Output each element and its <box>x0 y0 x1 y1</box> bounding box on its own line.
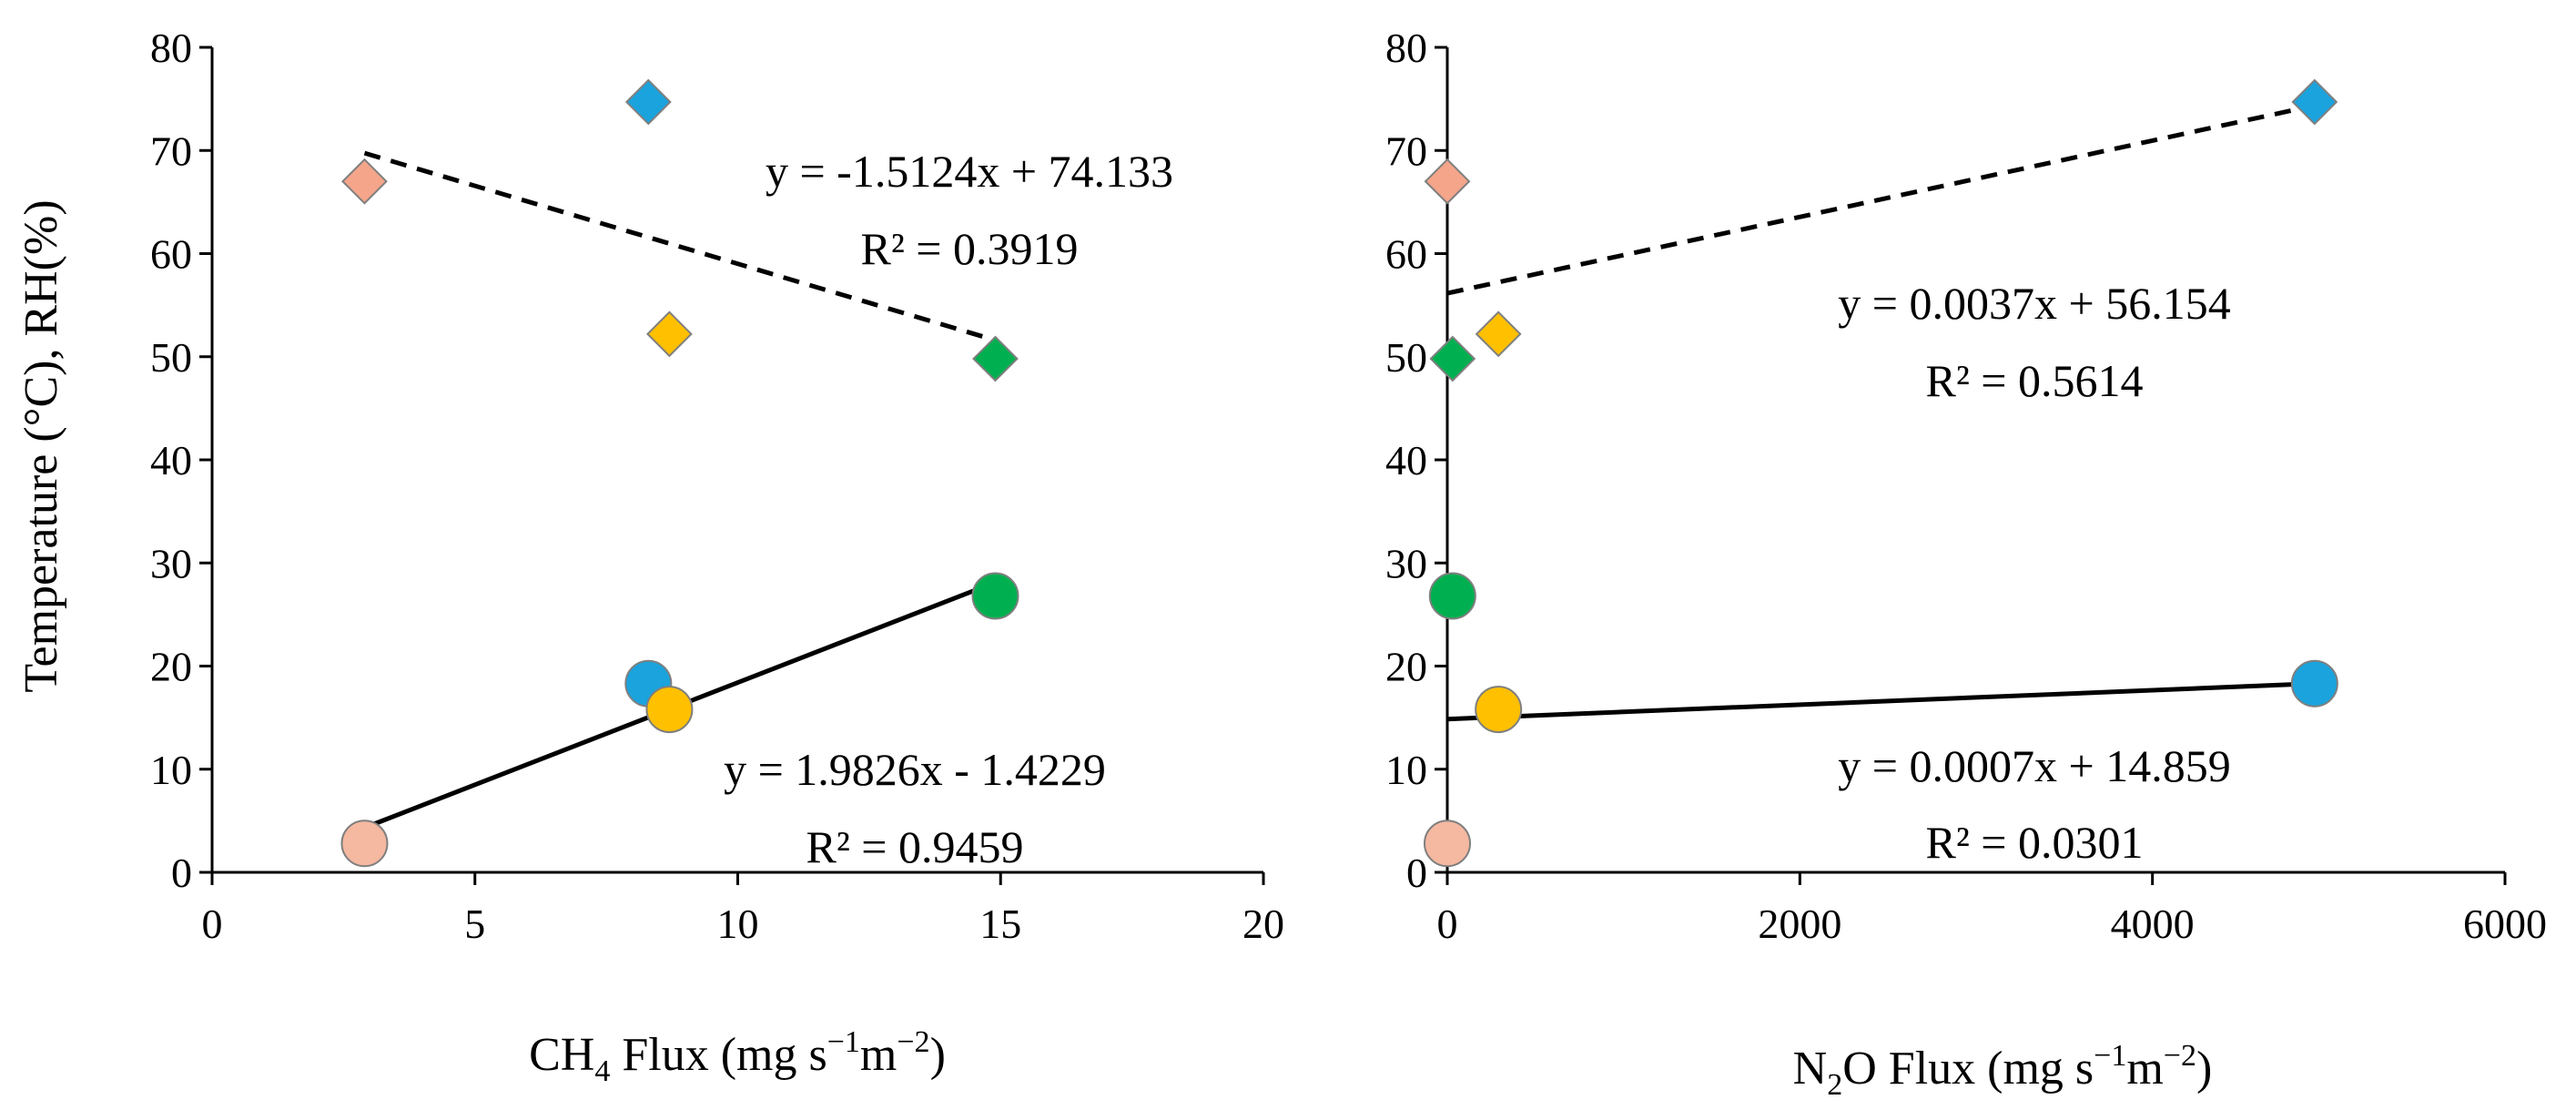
r2-label-ch4-rh: R² = 0.3919 <box>860 223 1078 274</box>
y-tick-label-n2o-40: 40 <box>1385 437 1427 484</box>
y-tick-label-n2o-0: 0 <box>1406 850 1427 896</box>
data-point-n2o-temperature-3 <box>1428 572 1476 620</box>
y-tick-label-ch4-60: 60 <box>150 231 192 278</box>
x-axis-title-ch4: CH4 Flux (mg s−1m−2) <box>529 1025 946 1088</box>
y-tick-label-ch4-50: 50 <box>150 334 192 381</box>
data-point-ch4-rh-3 <box>972 335 1019 382</box>
x-axis-title-ch4-sup1: −1 <box>827 1025 860 1059</box>
chart-panel-ch4: 0 10 20 30 40 50 60 70 80 0 5 10 15 20 y = -1.5124x + … <box>150 25 1284 947</box>
x-axis-title-n2o-part-a: N <box>1793 1043 1828 1095</box>
y-tick-label-n2o-80: 80 <box>1385 25 1427 71</box>
x-tick-label-ch4-0: 0 <box>202 901 223 947</box>
r2-label-ch4-temperature: R² = 0.9459 <box>806 821 1023 872</box>
y-tick-label-ch4-20: 20 <box>150 644 192 690</box>
x-tick-label-ch4-10: 10 <box>717 901 759 947</box>
x-tick-label-ch4-5: 5 <box>464 901 485 947</box>
data-point-ch4-rh-0 <box>341 158 388 205</box>
r2-label-n2o-rh: R² = 0.5614 <box>1925 355 2143 406</box>
data-point-ch4-temperature-3 <box>971 572 1019 620</box>
y-tick-label-n2o-60: 60 <box>1385 231 1427 278</box>
x-tick-label-n2o-6000: 6000 <box>2463 901 2547 947</box>
data-point-ch4-rh-2 <box>646 311 693 358</box>
data-point-n2o-temperature-1 <box>2290 659 2338 708</box>
y-tick-label-n2o-70: 70 <box>1385 127 1427 174</box>
data-point-ch4-temperature-0 <box>340 820 389 868</box>
y-tick-label-n2o-20: 20 <box>1385 644 1427 690</box>
y-axis-title: Temperature (°C), RH(%) <box>15 199 67 692</box>
trendline-n2o-temperature <box>1446 681 2315 722</box>
equation-label-ch4-rh: y = -1.5124x + 74.133 <box>766 146 1173 197</box>
x-axis-title-n2o-part-d: ) <box>2196 1043 2212 1095</box>
y-tick-label-ch4-70: 70 <box>150 127 192 174</box>
y-tick-label-n2o-10: 10 <box>1385 747 1427 793</box>
y-tick-label-ch4-30: 30 <box>150 540 192 586</box>
y-tick-label-n2o-50: 50 <box>1385 334 1427 381</box>
trendline-n2o-rh <box>1446 103 2316 296</box>
x-axis-title-n2o-sub: 2 <box>1827 1068 1842 1102</box>
x-axis-title-n2o-part-b: O Flux (mg s <box>1842 1043 2094 1095</box>
data-point-n2o-rh-2 <box>1475 311 1522 358</box>
x-axis-title-n2o-sup1: −1 <box>2094 1039 2126 1073</box>
x-axis-title-ch4-part-a: CH <box>529 1029 594 1081</box>
equation-label-n2o-rh: y = 0.0037x + 56.154 <box>1838 278 2230 329</box>
x-axis-title-ch4-sup2: −2 <box>897 1025 929 1059</box>
equation-label-ch4-temperature: y = 1.9826x - 1.4229 <box>724 744 1106 795</box>
equation-label-n2o-temperature: y = 0.0007x + 14.859 <box>1838 740 2230 791</box>
data-point-ch4-temperature-2 <box>645 686 694 734</box>
r2-label-n2o-temperature: R² = 0.0301 <box>1925 817 2143 868</box>
chart-panel-n2o: 0 10 20 30 40 50 60 70 80 0 2000 4000 6000 y = 0.0037… <box>1385 25 2547 947</box>
data-point-n2o-rh-0 <box>1424 158 1471 205</box>
x-axis-title-n2o: N2O Flux (mg s−1m−2) <box>1793 1039 2213 1102</box>
data-point-ch4-rh-1 <box>624 78 672 126</box>
x-axis-title-ch4-part-c: m <box>860 1029 897 1081</box>
y-tick-label-ch4-0: 0 <box>171 850 192 896</box>
x-axis-title-ch4-part-b: Flux (mg s <box>610 1029 827 1081</box>
data-point-n2o-temperature-2 <box>1475 686 1523 734</box>
data-point-n2o-temperature-0 <box>1424 820 1471 868</box>
trendline-ch4-rh <box>363 150 997 343</box>
y-tick-label-ch4-80: 80 <box>150 25 192 71</box>
x-tick-label-n2o-0: 0 <box>1437 901 1458 947</box>
x-axis-title-ch4-part-d: ) <box>930 1029 946 1081</box>
x-axis-title-n2o-sup2: −2 <box>2164 1039 2196 1073</box>
data-point-n2o-rh-1 <box>2291 78 2338 126</box>
y-tick-label-n2o-30: 30 <box>1385 540 1427 586</box>
x-tick-label-ch4-20: 20 <box>1242 901 1284 947</box>
x-tick-label-n2o-4000: 4000 <box>2111 901 2195 947</box>
x-axis-title-ch4-sub: 4 <box>594 1054 610 1088</box>
x-axis-title-n2o-part-c: m <box>2126 1043 2163 1095</box>
y-tick-label-ch4-10: 10 <box>150 747 192 793</box>
y-tick-label-ch4-40: 40 <box>150 437 192 484</box>
data-point-n2o-rh-3 <box>1429 335 1476 382</box>
x-tick-label-n2o-2000: 2000 <box>1758 901 1841 947</box>
x-tick-label-ch4-15: 15 <box>979 901 1021 947</box>
